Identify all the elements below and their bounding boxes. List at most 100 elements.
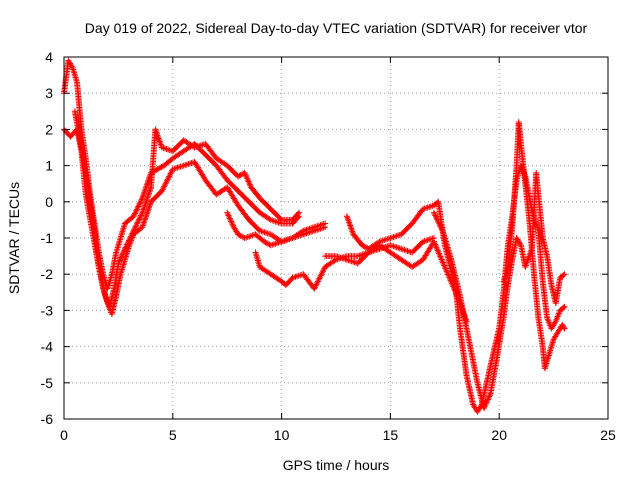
data-point-marker <box>481 403 488 410</box>
data-point-marker <box>402 247 409 254</box>
data-point-marker <box>128 231 135 238</box>
data-point-marker <box>360 242 367 249</box>
data-point-marker <box>320 266 327 273</box>
y-tick-label: 4 <box>45 49 53 65</box>
data-point-marker <box>133 222 140 229</box>
data-point-marker <box>266 215 273 222</box>
data-point-marker <box>129 230 136 237</box>
data-point-marker <box>142 184 149 191</box>
y-tick-label: 3 <box>45 85 53 101</box>
data-point-marker <box>139 224 146 231</box>
data-point-marker <box>436 250 443 257</box>
data-point-marker <box>280 238 287 245</box>
data-point-marker <box>154 166 161 173</box>
data-point-marker <box>243 174 250 181</box>
data-point-marker <box>133 206 140 213</box>
data-point-marker <box>437 253 444 260</box>
data-point-marker <box>436 222 443 229</box>
data-point-marker <box>140 221 147 228</box>
data-point-marker <box>441 262 448 269</box>
data-point-marker <box>166 172 173 179</box>
data-point-marker <box>388 242 395 249</box>
data-point-marker <box>136 200 143 207</box>
data-point-marker <box>311 285 318 292</box>
data-point-marker <box>432 212 439 219</box>
data-point-marker <box>125 237 132 244</box>
data-point-marker <box>131 224 138 231</box>
data-point-marker <box>147 187 154 194</box>
data-point-marker <box>359 242 366 249</box>
data-point-marker <box>424 204 431 211</box>
data-point-marker <box>393 232 400 239</box>
data-point-marker <box>483 399 490 406</box>
data-point-marker <box>433 215 440 222</box>
data-point-marker <box>560 272 567 279</box>
x-tick-label: 10 <box>274 427 290 443</box>
y-tick-label: -3 <box>41 302 54 318</box>
chart-title: Day 019 of 2022, Sidereal Day-to-day VTE… <box>85 20 588 36</box>
data-point-marker <box>142 186 149 193</box>
data-point-marker <box>116 258 123 265</box>
data-point-marker <box>244 233 251 240</box>
data-point-marker <box>144 207 151 214</box>
data-point-marker <box>180 162 187 169</box>
data-point-marker <box>140 190 147 197</box>
data-point-marker <box>238 233 245 240</box>
data-point-marker <box>140 219 147 226</box>
data-point-marker <box>236 232 243 239</box>
data-point-marker <box>311 284 318 291</box>
y-tick-label: 2 <box>45 121 53 137</box>
data-point-marker <box>294 210 301 217</box>
data-point-marker <box>224 209 231 216</box>
data-point-marker <box>137 212 144 219</box>
data-point-marker <box>388 234 395 241</box>
data-point-marker <box>277 215 284 222</box>
data-point-marker <box>237 172 244 179</box>
data-point-marker <box>142 215 149 222</box>
y-tick-label: -6 <box>41 411 54 427</box>
data-point-marker <box>163 179 170 186</box>
series-track-h <box>430 169 568 412</box>
data-point-marker <box>482 402 489 409</box>
data-point-marker <box>144 193 151 200</box>
y-tick-label: -4 <box>41 339 54 355</box>
y-axis-label: SDTVAR / TECUs <box>6 182 22 294</box>
data-point-marker <box>384 236 391 243</box>
data-point-marker <box>430 209 437 216</box>
data-point-marker <box>398 245 405 252</box>
data-point-marker <box>245 178 252 185</box>
data-point-marker <box>244 175 251 182</box>
data-point-marker <box>145 190 152 197</box>
data-point-marker <box>243 234 250 241</box>
data-point-marker <box>438 256 445 263</box>
data-point-marker <box>551 319 558 326</box>
data-point-marker <box>246 181 253 188</box>
data-point-marker <box>141 218 148 225</box>
data-point-marker <box>182 162 189 169</box>
data-point-marker <box>314 278 321 285</box>
data-point-marker <box>143 212 150 219</box>
data-point-marker <box>176 164 183 171</box>
data-point-marker <box>130 227 137 234</box>
data-point-marker <box>318 271 325 278</box>
data-point-marker <box>295 272 302 279</box>
data-point-marker <box>235 173 242 180</box>
data-point-marker <box>561 303 568 310</box>
data-point-marker <box>439 257 446 264</box>
data-point-marker <box>241 169 248 176</box>
data-point-marker <box>131 210 138 217</box>
data-point-marker <box>139 209 146 216</box>
data-point-marker <box>387 242 394 249</box>
data-point-marker <box>229 221 236 228</box>
data-point-marker <box>133 207 140 214</box>
data-point-marker <box>424 237 431 244</box>
data-point-marker <box>226 215 233 222</box>
data-point-marker <box>129 229 136 236</box>
data-point-marker <box>236 172 243 179</box>
y-tick-label: 1 <box>45 158 53 174</box>
data-point-marker <box>157 164 164 171</box>
data-point-marker <box>225 212 232 219</box>
data-point-marker <box>115 260 122 267</box>
data-point-marker <box>263 229 270 236</box>
data-point-marker <box>437 223 444 230</box>
